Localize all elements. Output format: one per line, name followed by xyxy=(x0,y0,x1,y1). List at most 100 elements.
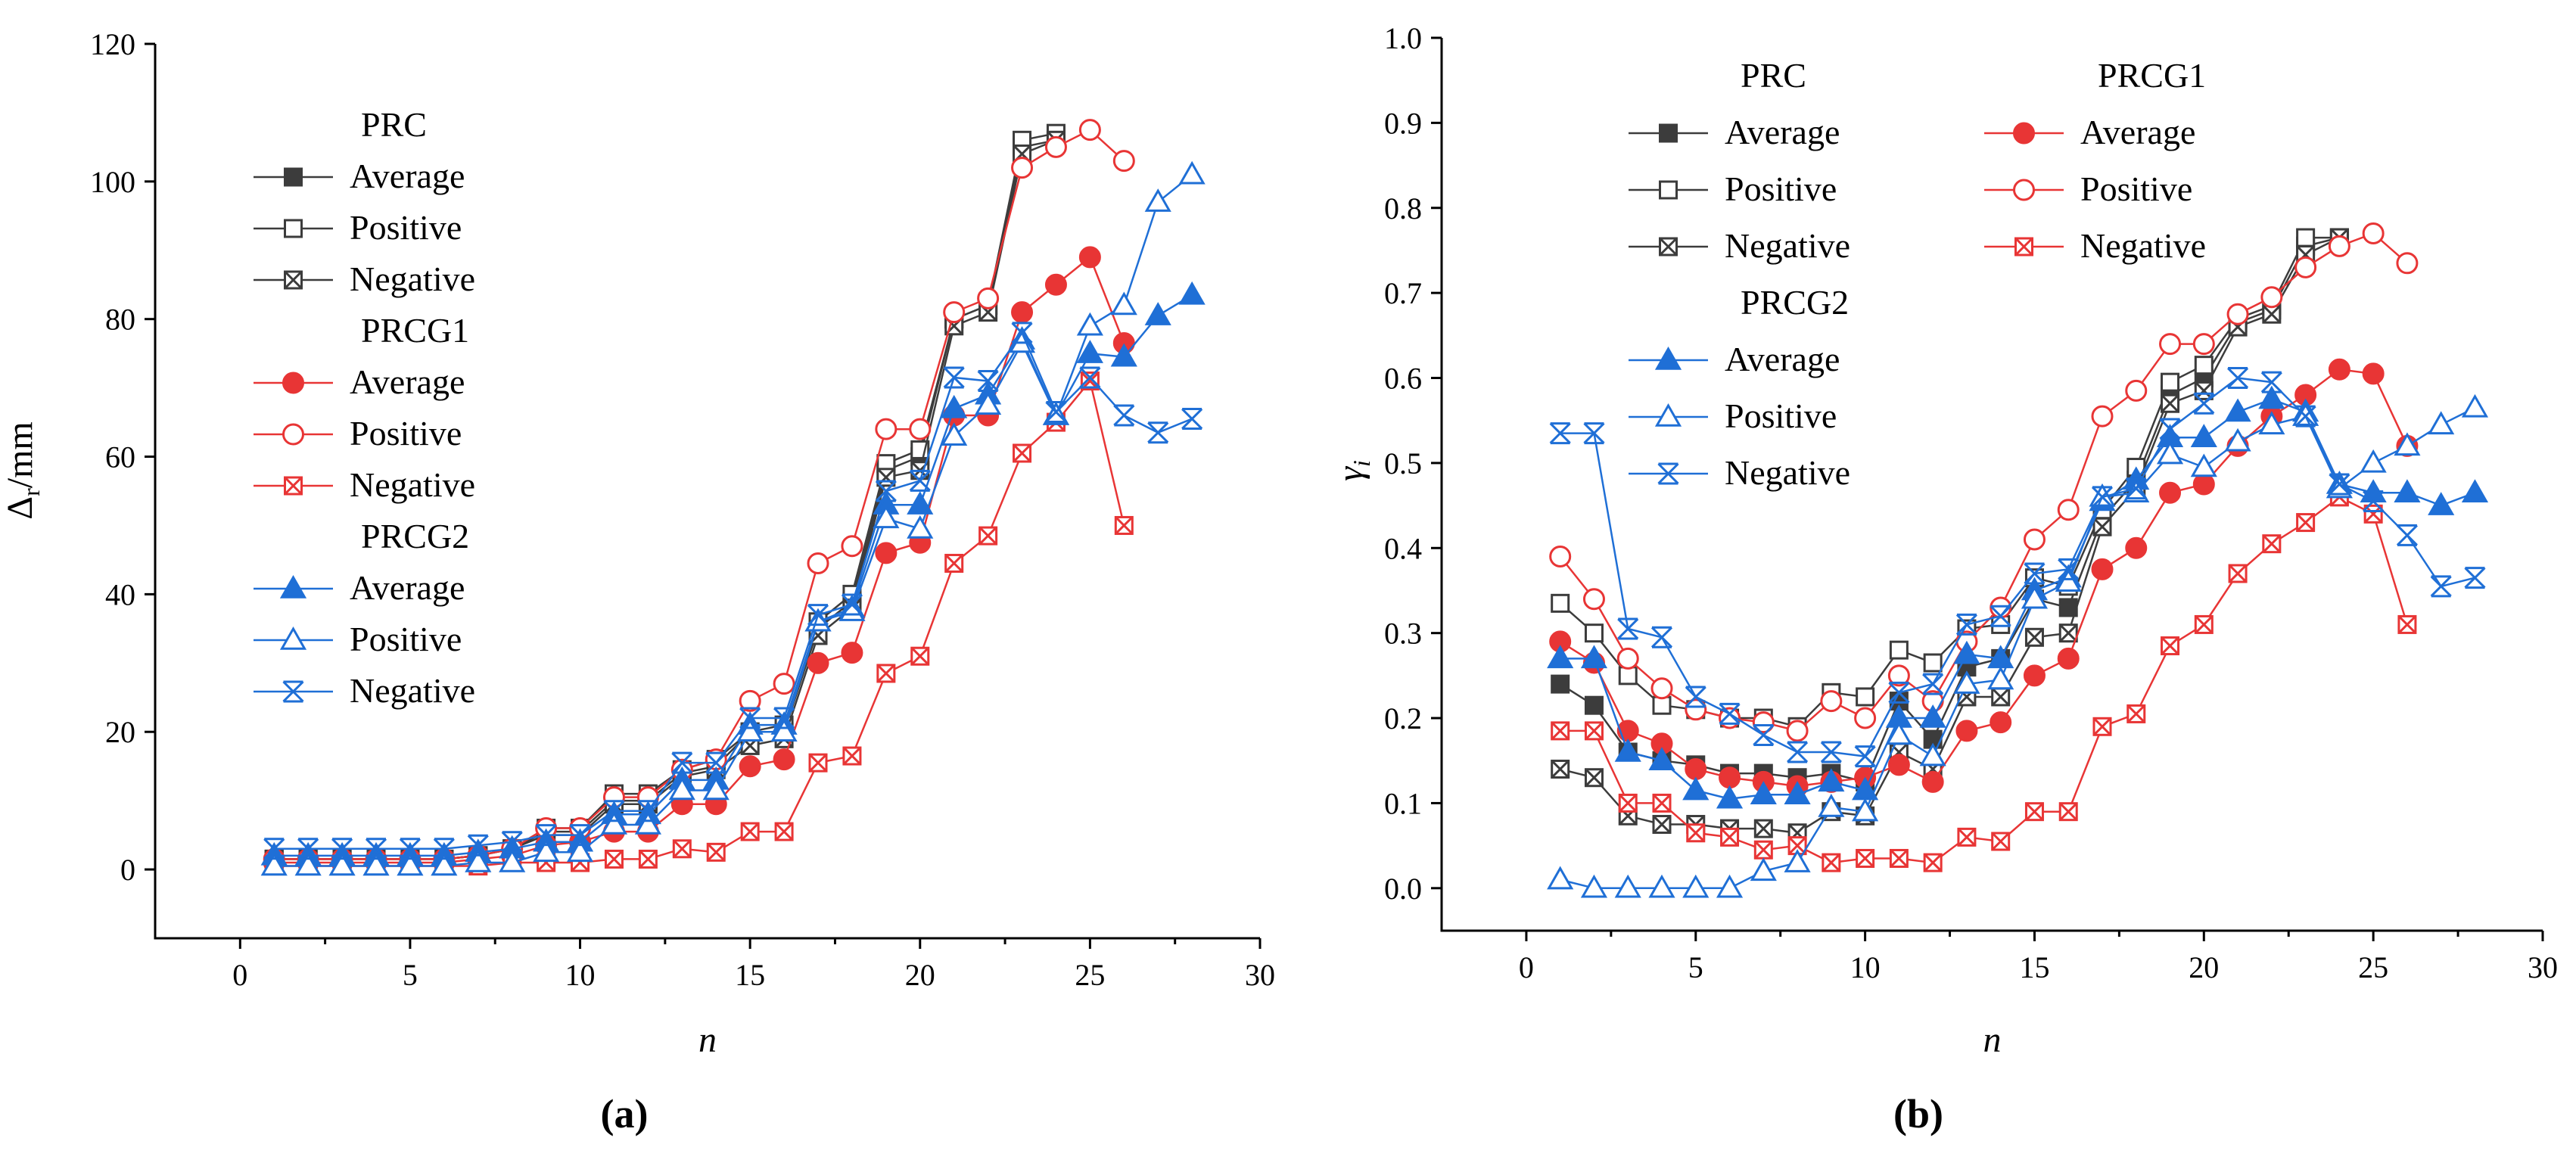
x-tick-label: 20 xyxy=(2189,950,2219,984)
data-point-cross xyxy=(1754,819,1773,838)
data-point xyxy=(2057,647,2080,670)
legend-marker xyxy=(1659,180,1678,200)
y-tick-label: 0 xyxy=(120,853,135,887)
x-tick-label: 0 xyxy=(1519,950,1534,984)
series-prc-positive xyxy=(1551,228,2349,736)
legend-entry: Negative xyxy=(254,260,475,298)
data-point xyxy=(2161,372,2180,392)
data-point xyxy=(773,748,795,771)
y-tick-label: 0.5 xyxy=(1384,446,1422,480)
data-point xyxy=(1547,645,1574,669)
data-point-cross xyxy=(1924,854,1943,872)
legend-label: Negative xyxy=(1725,226,1850,265)
data-point-cross xyxy=(1991,687,2010,707)
data-point xyxy=(2294,405,2316,428)
y-axis-title-subscript: r xyxy=(17,488,45,496)
data-point-cross xyxy=(639,850,658,869)
data-point xyxy=(1752,711,1775,734)
series-prcg1-positive xyxy=(1549,222,2419,742)
data-point xyxy=(907,491,934,515)
data-point xyxy=(2260,286,2283,309)
data-point xyxy=(2430,575,2452,598)
legend-group-title: PRCG2 xyxy=(1741,283,1849,322)
data-point xyxy=(2092,517,2112,536)
legend-entry: Positive xyxy=(254,620,462,658)
data-point xyxy=(2194,381,2214,400)
data-point xyxy=(1583,422,1605,445)
data-point xyxy=(1650,626,1673,648)
data-point-cross xyxy=(1957,828,1976,847)
data-point xyxy=(2428,411,2455,435)
data-point xyxy=(604,849,624,869)
data-point xyxy=(2363,504,2383,524)
legend-label: Average xyxy=(1725,340,1840,378)
data-point xyxy=(943,301,966,324)
data-point xyxy=(1549,546,1572,568)
y-tick-label: 80 xyxy=(105,303,135,337)
data-point xyxy=(1618,793,1638,813)
data-point xyxy=(1144,188,1171,212)
data-point xyxy=(1144,302,1171,325)
data-point-cross xyxy=(842,746,861,766)
y-axis-title-symbol: Δ xyxy=(0,496,40,520)
data-point xyxy=(1549,422,1571,445)
legend-marker xyxy=(2013,122,2035,145)
series-prc-negative xyxy=(1551,228,2349,843)
y-tick-label: 100 xyxy=(90,165,135,199)
data-point-cross xyxy=(1991,832,2010,851)
data-point xyxy=(2294,256,2317,278)
data-point xyxy=(328,852,356,876)
legend-entry: Average xyxy=(254,157,465,195)
data-point xyxy=(1584,695,1604,715)
data-point xyxy=(2362,222,2385,244)
data-point xyxy=(978,526,998,546)
data-point xyxy=(465,848,492,872)
data-point xyxy=(2161,393,2180,413)
data-point xyxy=(1076,340,1103,363)
data-point xyxy=(702,776,730,801)
data-point xyxy=(2464,567,2486,589)
data-point xyxy=(2126,704,2146,723)
data-point xyxy=(671,751,693,774)
data-point xyxy=(2125,477,2147,500)
data-point-cross xyxy=(1115,516,1134,535)
data-point xyxy=(876,664,896,683)
data-point xyxy=(2161,636,2180,656)
data-point xyxy=(431,852,458,876)
data-point xyxy=(1044,135,1067,158)
data-point-cross xyxy=(2025,628,2044,647)
legend-label: Positive xyxy=(350,208,462,247)
legend-marker xyxy=(1657,462,1679,485)
data-point xyxy=(2362,362,2385,385)
data-point xyxy=(1990,605,2011,627)
data-point xyxy=(2190,453,2217,477)
data-point xyxy=(638,849,658,869)
legend: PRC Average Positive Negative PRCG2 Average Po… xyxy=(1629,56,2206,492)
data-point xyxy=(2260,371,2282,393)
legend-entry: Negative xyxy=(1629,453,1850,492)
data-point xyxy=(1990,711,2012,734)
legend-entry: Positive xyxy=(254,414,462,452)
legend-marker-cross xyxy=(2014,237,2033,257)
x-tick-label: 10 xyxy=(1850,950,1881,984)
data-point-cross xyxy=(2092,518,2112,536)
data-point xyxy=(1652,815,1672,835)
data-point xyxy=(1786,720,1809,742)
data-point xyxy=(941,422,968,446)
data-point-cross xyxy=(1551,760,1570,779)
data-point xyxy=(841,535,863,558)
data-point xyxy=(1720,827,1740,847)
data-point xyxy=(433,838,455,860)
legend-label: Positive xyxy=(1725,396,1837,435)
data-point xyxy=(1618,666,1638,686)
data-point xyxy=(1044,273,1067,296)
data-point xyxy=(600,810,628,835)
legend-label: Average xyxy=(350,362,465,401)
legend-entry: Negative xyxy=(1629,226,1850,265)
data-point xyxy=(1856,687,1875,707)
data-point xyxy=(1686,823,1706,843)
data-point xyxy=(2328,358,2350,381)
data-point xyxy=(1820,690,1843,713)
data-point xyxy=(1078,246,1101,269)
data-point xyxy=(1011,322,1033,344)
